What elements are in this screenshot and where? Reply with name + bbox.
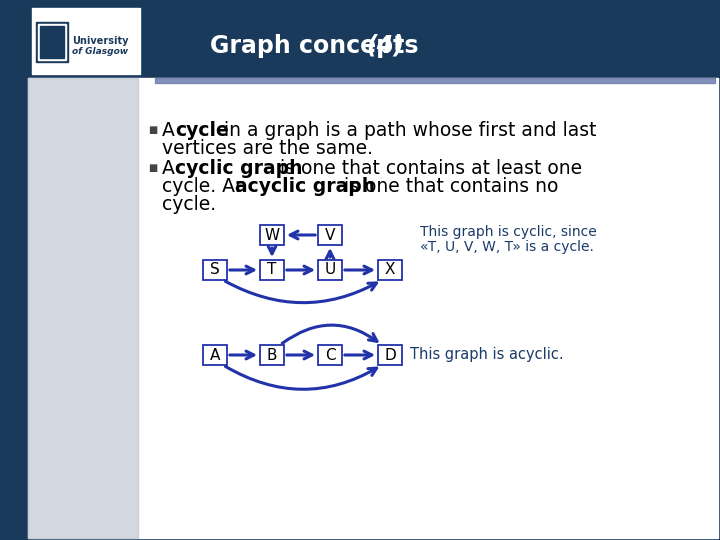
Text: acyclic graph: acyclic graph <box>235 177 375 195</box>
FancyBboxPatch shape <box>318 345 342 365</box>
Text: cycle. An: cycle. An <box>162 177 253 195</box>
Bar <box>40 26 64 58</box>
Text: This graph is acyclic.: This graph is acyclic. <box>410 348 564 362</box>
Text: W: W <box>264 227 279 242</box>
FancyBboxPatch shape <box>203 260 227 280</box>
Text: cycle: cycle <box>175 120 229 139</box>
FancyBboxPatch shape <box>378 260 402 280</box>
Text: University: University <box>72 36 128 46</box>
Bar <box>28 78 138 538</box>
Text: is one that contains at least one: is one that contains at least one <box>274 159 582 178</box>
Text: B: B <box>266 348 277 362</box>
Text: (4): (4) <box>366 34 404 58</box>
Text: cyclic graph: cyclic graph <box>175 159 302 178</box>
FancyBboxPatch shape <box>260 225 284 245</box>
Text: ■: ■ <box>148 163 157 173</box>
Text: C: C <box>325 348 336 362</box>
Text: «T, U, V, W, T» is a cycle.: «T, U, V, W, T» is a cycle. <box>420 240 594 254</box>
Bar <box>38 24 66 60</box>
Text: S: S <box>210 262 220 278</box>
Text: V: V <box>325 227 336 242</box>
Text: vertices are the same.: vertices are the same. <box>162 138 373 158</box>
Text: cycle.: cycle. <box>162 194 216 213</box>
Text: in a graph is a path whose first and last: in a graph is a path whose first and las… <box>218 120 596 139</box>
Bar <box>36 22 68 62</box>
Text: A: A <box>162 120 181 139</box>
Text: U: U <box>325 262 336 278</box>
Text: of Glasgow: of Glasgow <box>72 46 128 56</box>
Text: Graph concepts: Graph concepts <box>210 34 427 58</box>
Text: ■: ■ <box>148 125 157 135</box>
FancyBboxPatch shape <box>203 345 227 365</box>
Bar <box>155 78 715 83</box>
Text: This graph is cyclic, since: This graph is cyclic, since <box>420 225 597 239</box>
FancyBboxPatch shape <box>260 345 284 365</box>
Text: A: A <box>162 159 181 178</box>
Bar <box>28 78 718 538</box>
Text: 14-7: 14-7 <box>674 517 708 532</box>
Bar <box>0 0 720 78</box>
Text: X: X <box>384 262 395 278</box>
FancyBboxPatch shape <box>318 225 342 245</box>
Bar <box>32 8 140 74</box>
Text: A: A <box>210 348 220 362</box>
Text: T: T <box>267 262 276 278</box>
FancyBboxPatch shape <box>260 260 284 280</box>
Text: D: D <box>384 348 396 362</box>
Text: is one that contains no: is one that contains no <box>338 177 559 195</box>
FancyBboxPatch shape <box>318 260 342 280</box>
FancyBboxPatch shape <box>378 345 402 365</box>
